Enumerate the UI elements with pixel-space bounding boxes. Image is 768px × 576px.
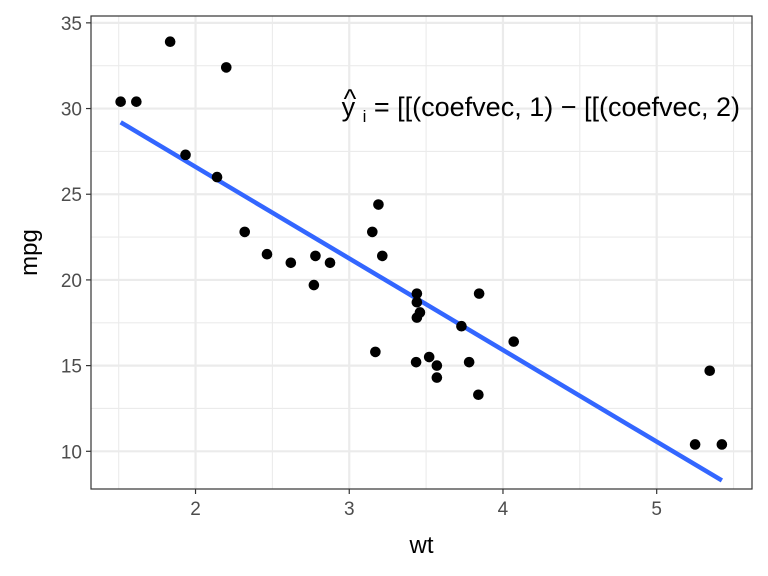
data-point (164, 36, 176, 48)
data-point (310, 250, 321, 262)
data-point (411, 312, 423, 323)
equation-annotation-layer: y i = [[(coefvec, 1) − [[(coefvec, 2) ^ (342, 84, 740, 128)
data-point (473, 389, 484, 401)
data-point (410, 356, 422, 368)
data-point (508, 336, 520, 347)
x-tick-label: 4 (498, 499, 509, 520)
x-tick-label: 3 (344, 499, 355, 520)
equation-annotation: y i = [[(coefvec, 1) − [[(coefvec, 2) (342, 92, 740, 128)
x-axis-ticks: 2 3 4 5 (190, 489, 662, 520)
data-point (473, 288, 485, 299)
data-point (463, 356, 475, 368)
annotation-variable: y (342, 92, 356, 122)
data-point (373, 199, 384, 210)
x-tick-label: 2 (190, 499, 201, 520)
plot-panel-border (90, 15, 753, 490)
data-point (423, 351, 435, 363)
data-point (308, 279, 320, 291)
data-point (211, 171, 223, 183)
data-point (115, 96, 126, 107)
x-axis-title: wt (409, 532, 434, 559)
data-point (239, 226, 251, 238)
data-point (131, 96, 142, 107)
data-point (220, 62, 232, 73)
plot-panel-background (91, 16, 752, 489)
y-tick-label: 20 (61, 271, 82, 292)
data-point (689, 439, 701, 450)
y-axis-ticks: 10 15 20 25 30 35 (61, 14, 91, 463)
data-point (180, 149, 191, 161)
y-tick-label: 10 (61, 442, 82, 463)
x-tick-label: 5 (651, 499, 662, 520)
data-point (411, 288, 423, 299)
data-point (411, 296, 423, 308)
y-tick-label: 35 (61, 14, 82, 35)
data-point (456, 320, 467, 332)
y-tick-label: 25 (61, 185, 82, 206)
data-point (261, 248, 273, 260)
annotation-hat: ^ (344, 84, 357, 114)
data-point (377, 250, 388, 262)
annotation-text: = [[(coefvec, 1) − [[(coefvec, 2) (374, 92, 740, 122)
y-tick-label: 15 (61, 357, 82, 378)
data-points (115, 36, 728, 450)
annotation-subscript: i (363, 107, 367, 126)
y-axis-title: mpg (16, 229, 43, 276)
data-point (716, 439, 728, 450)
data-point (324, 257, 336, 269)
data-point (704, 365, 716, 377)
data-point (431, 372, 443, 383)
y-tick-label: 30 (61, 100, 82, 121)
minor-gridlines (91, 16, 752, 489)
data-point (367, 226, 378, 238)
data-point (370, 346, 381, 358)
data-point (431, 360, 443, 371)
major-gridlines (91, 16, 752, 489)
data-point (285, 257, 297, 269)
